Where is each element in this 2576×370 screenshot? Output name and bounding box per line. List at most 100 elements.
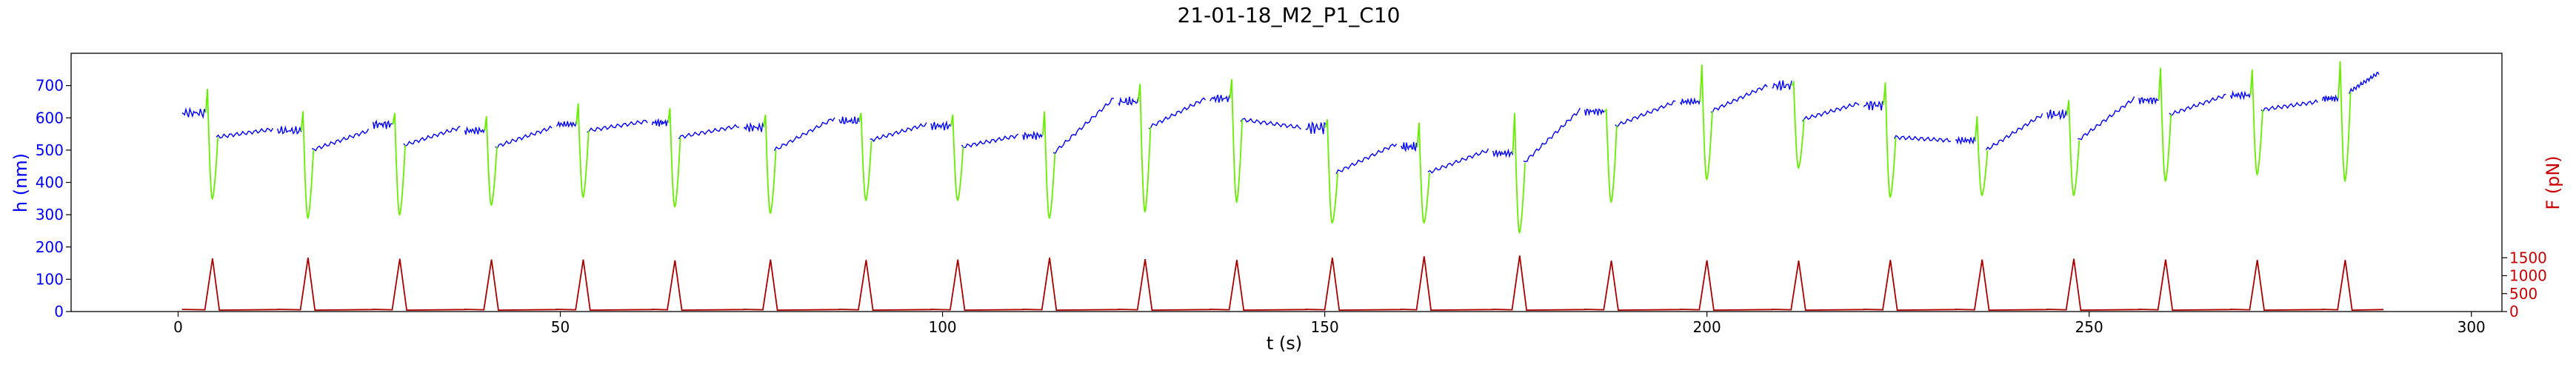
- x-axis: 0 50 100 150 200 250 300: [173, 312, 2486, 336]
- approach-trace-segment: [1975, 116, 1989, 197]
- approach-trace-segment: [204, 88, 219, 201]
- force-trace: [181, 255, 2384, 312]
- x-tick-label: 0: [173, 318, 183, 336]
- y-right-tick-label: 0: [2509, 303, 2519, 320]
- y-right-tick-label: 500: [2509, 285, 2537, 303]
- approach-trace-segment: [1324, 119, 1338, 224]
- approach-trace-segment: [1512, 112, 1526, 235]
- y-left-tick-label: 200: [36, 238, 64, 256]
- approach-trace-segment: [2066, 100, 2081, 197]
- chart-title: 21-01-18_M2_P1_C10: [1178, 3, 1401, 27]
- height-trace-segment: [2229, 90, 2252, 101]
- height-trace-segment: [373, 119, 393, 130]
- height-trace-segment: [961, 133, 1019, 149]
- height-trace-segment: [930, 120, 952, 131]
- approach-trace-segment: [1791, 80, 1805, 169]
- approach-trace-segment: [1604, 108, 1618, 204]
- x-tick-label: 50: [551, 318, 570, 336]
- height-trace-segment: [277, 125, 302, 135]
- height-trace-segment: [1052, 98, 1114, 155]
- height-trace-segment: [1985, 113, 2043, 150]
- height-trace-segment: [2260, 99, 2318, 112]
- approach-trace-segment: [1416, 122, 1430, 224]
- height-trace-segment: [1240, 118, 1302, 130]
- y-left-tick-label: 300: [36, 206, 64, 223]
- height-trace-segment: [1523, 107, 1581, 163]
- approach-trace-segment: [484, 115, 498, 206]
- height-trace-segment: [651, 118, 669, 127]
- approach-trace-segment: [1883, 82, 1897, 199]
- y-left-tick-label: 600: [36, 109, 64, 127]
- height-trace-segment: [1305, 121, 1327, 135]
- approach-trace-segment: [392, 112, 406, 216]
- height-trace-segment: [1427, 148, 1489, 174]
- height-trace-segment: [1802, 101, 1860, 122]
- approach-trace-segment: [1229, 78, 1243, 204]
- y-left-tick-label: 100: [36, 270, 64, 288]
- approach-trace-segment: [1137, 84, 1152, 213]
- height-trace-segment: [1492, 148, 1514, 158]
- height-trace-segment: [555, 120, 577, 128]
- approach-trace-segment: [300, 111, 315, 220]
- y-left-tick-label: 500: [36, 141, 64, 159]
- approach-trace-segment: [667, 108, 681, 209]
- y-left-tick-label: 700: [36, 77, 64, 95]
- height-trace-segment: [1209, 94, 1231, 104]
- y-left-tick-label: 0: [54, 303, 64, 320]
- height-trace-segment: [743, 121, 764, 132]
- height-trace-segment: [1772, 80, 1792, 91]
- approach-trace-segment: [763, 114, 777, 215]
- y-axis-left: 0 100 200 300 400 500 600 700: [36, 77, 71, 320]
- x-tick-label: 100: [928, 318, 956, 336]
- y-right-tick-label: 1000: [2509, 267, 2547, 285]
- height-trace-segment: [1615, 100, 1676, 128]
- approach-trace-segment: [575, 103, 590, 198]
- height-trace-segment: [464, 126, 486, 135]
- height-trace-segment: [216, 127, 274, 139]
- approach-trace-segment: [2158, 67, 2172, 183]
- y-axis-right-label: F (pN): [2543, 155, 2563, 209]
- height-trace-segment: [181, 107, 207, 119]
- height-trace-segment: [2046, 110, 2068, 121]
- height-trace-segment: [403, 126, 461, 147]
- height-trace-segment: [311, 128, 370, 152]
- approach-trace-segment: [1699, 64, 1713, 181]
- height-trace-segment: [1022, 130, 1044, 141]
- y-axis-left-label: h (nm): [10, 153, 31, 212]
- x-axis-label: t (s): [1267, 333, 1302, 354]
- height-trace-segment: [1955, 135, 1976, 145]
- height-trace-segment: [1863, 100, 1884, 111]
- height-trace-segment: [1335, 143, 1398, 175]
- height-trace-segment: [2078, 96, 2135, 141]
- series-layer: [181, 61, 2384, 312]
- height-trace-segment: [587, 119, 648, 133]
- x-tick-label: 300: [2457, 318, 2486, 336]
- height-trace-segment: [2321, 94, 2339, 103]
- height-trace-segment: [495, 125, 553, 149]
- height-trace-segment: [2348, 72, 2380, 94]
- height-trace-segment: [838, 116, 860, 124]
- height-trace-segment: [1148, 97, 1207, 130]
- approach-trace-segment: [2338, 61, 2352, 183]
- approach-trace-segment: [858, 112, 872, 202]
- height-trace-segment: [1710, 84, 1768, 113]
- height-trace-segment: [2169, 93, 2226, 117]
- approach-trace-segment: [950, 114, 964, 202]
- height-trace-segment: [1401, 141, 1418, 152]
- x-tick-label: 250: [2075, 318, 2103, 336]
- approach-trace-segment: [2249, 69, 2263, 176]
- x-tick-label: 200: [1693, 318, 1721, 336]
- y-left-tick-label: 400: [36, 174, 64, 192]
- height-trace-segment: [1118, 96, 1139, 107]
- y-right-tick-label: 1500: [2509, 249, 2547, 266]
- height-trace-segment: [2138, 97, 2159, 105]
- height-trace-segment: [870, 122, 927, 143]
- x-tick-label: 150: [1311, 318, 1339, 336]
- height-trace-segment: [1893, 135, 1952, 143]
- approach-trace-segment: [1041, 111, 1056, 220]
- height-trace-segment: [773, 117, 835, 151]
- height-trace-segment: [1584, 108, 1605, 117]
